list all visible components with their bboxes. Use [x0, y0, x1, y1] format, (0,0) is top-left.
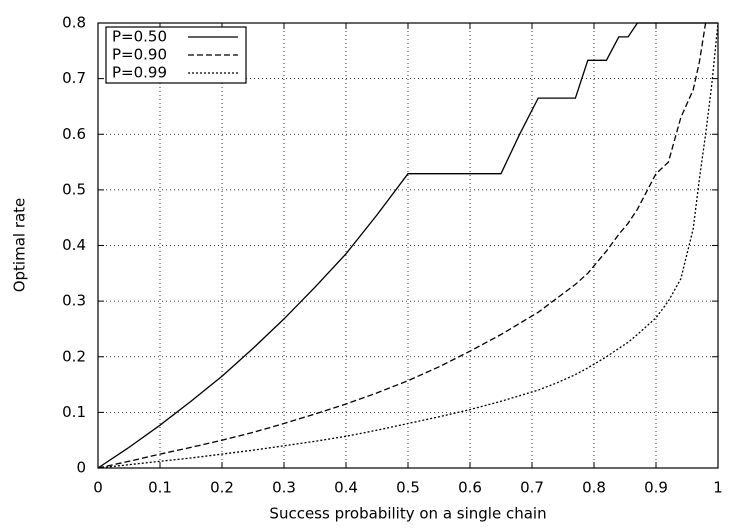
- legend-box: [105, 26, 247, 84]
- legend-label: P=0.50: [112, 28, 167, 46]
- x-tick-label: 0.4: [334, 479, 358, 497]
- x-axis-label: Success probability on a single chain: [269, 505, 546, 523]
- y-tick-label: 0.6: [62, 125, 86, 143]
- y-tick-label: 0.7: [62, 69, 86, 87]
- x-tick-label: 0.8: [582, 479, 606, 497]
- x-tick-label: 0: [93, 479, 103, 497]
- x-tick-label: 1: [713, 479, 723, 497]
- y-tick-label: 0.4: [62, 236, 86, 254]
- y-tick-label: 0.3: [62, 292, 86, 310]
- legend-label: P=0.99: [112, 64, 167, 82]
- y-tick-label: 0: [76, 459, 86, 477]
- x-tick-label: 0.9: [644, 479, 668, 497]
- y-tick-label: 0.2: [62, 347, 86, 365]
- y-tick-label: 0.1: [62, 403, 86, 421]
- x-tick-label: 0.7: [520, 479, 544, 497]
- series-line: [97, 22, 718, 469]
- legend-label: P=0.90: [112, 46, 167, 64]
- plot-frame: [97, 22, 719, 469]
- x-tick-label: 0.6: [458, 479, 482, 497]
- x-tick-label: 0.2: [210, 479, 234, 497]
- y-tick-label: 0.8: [62, 14, 86, 32]
- x-tick-label: 0.5: [396, 479, 420, 497]
- y-tick-label: 0.5: [62, 180, 86, 198]
- series-line: [97, 22, 707, 469]
- y-axis-label: Optimal rate: [11, 198, 29, 293]
- series-line: [97, 22, 719, 469]
- x-tick-label: 0.3: [272, 479, 296, 497]
- x-tick-label: 0.1: [148, 479, 172, 497]
